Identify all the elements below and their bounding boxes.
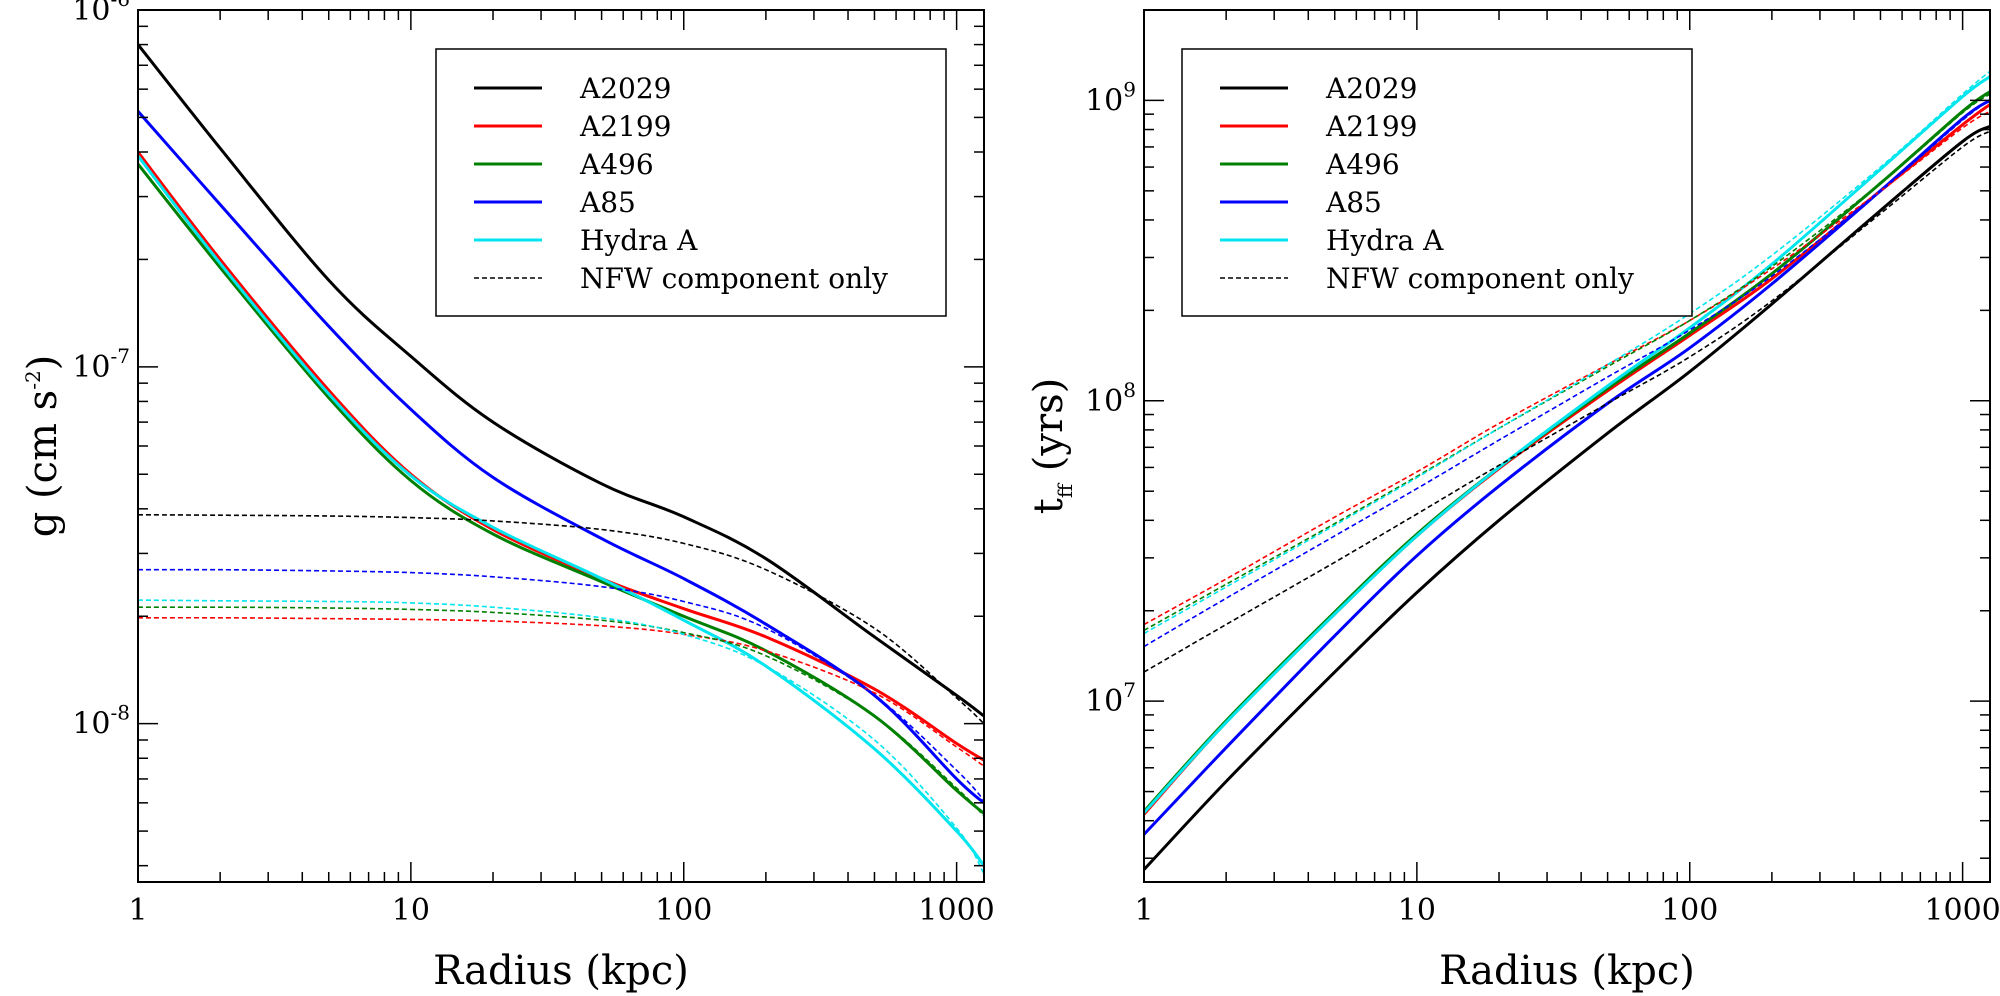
plot-frame <box>1143 9 1991 883</box>
legend-label: A2199 <box>1325 110 1417 143</box>
y-tick-label: 107 <box>1085 678 1136 719</box>
legend-label: Hydra A <box>580 224 698 257</box>
x-tick-label: 1000 <box>1924 893 2000 928</box>
series-line-hydra-a-nfw <box>138 599 984 875</box>
series-line-a2029-nfw <box>1144 130 1990 673</box>
legend: A2029 A2199 A496 A85 Hydra A NFW component on… <box>435 48 947 317</box>
freefall-time-chart: 1 10 100 1000 107 108 109 Radius (kpc) tff (yr… <box>1026 9 2000 994</box>
legend-box <box>1181 48 1693 317</box>
legend-label: Hydra A <box>1326 224 1444 257</box>
y-tick-label: 109 <box>1085 77 1136 118</box>
legend-item-a2199: A2199 <box>1220 110 1417 143</box>
legend-item-hydra-a: Hydra A <box>474 224 698 257</box>
x-tick-label: 10 <box>1398 893 1436 928</box>
legend-item-a85: A85 <box>1220 186 1382 219</box>
legend-item-a2199: A2199 <box>474 110 671 143</box>
x-tick-label: 10 <box>392 893 430 928</box>
x-tick-label: 1 <box>1134 893 1153 928</box>
x-tick-label: 1 <box>128 893 147 928</box>
legend-item-nfw-component-only: NFW component only <box>474 262 888 295</box>
y-tick-label: 108 <box>1085 378 1136 419</box>
series-line-a2029-nfw <box>138 514 984 725</box>
legend-item-a2029: A2029 <box>474 72 671 105</box>
legend-label: A85 <box>579 186 636 219</box>
series-line-a496-nfw <box>1144 93 1990 632</box>
legend-box <box>435 48 947 317</box>
legend-item-hydra-a: Hydra A <box>1220 224 1444 257</box>
legend-item-a496: A496 <box>474 148 654 181</box>
legend-item-a2029: A2029 <box>1220 72 1417 105</box>
series-line-a2029 <box>1144 124 1990 871</box>
legend-label: NFW component only <box>1326 262 1634 295</box>
x-tick-label: 100 <box>1661 893 1718 928</box>
legend-label: A85 <box>1325 186 1382 219</box>
legend-item-a85: A85 <box>474 186 636 219</box>
y-tick-label: 10-8 <box>72 701 130 742</box>
series-line-a2199-nfw <box>1144 110 1990 626</box>
y-axis-label: tff (yrs) <box>1026 378 1077 514</box>
series-line-a496-nfw <box>138 606 984 817</box>
legend-label: A496 <box>1325 148 1400 181</box>
legend: A2029 A2199 A496 A85 Hydra A NFW component on… <box>1181 48 1693 317</box>
legend-label: A2029 <box>1325 72 1417 105</box>
series-line-hydra-a <box>138 154 984 867</box>
legend-label: NFW component only <box>580 262 888 295</box>
x-tick-label: 100 <box>655 893 712 928</box>
legend-item-a496: A496 <box>1220 148 1400 181</box>
y-tick-label: 10-6 <box>72 0 130 28</box>
series-line-hydra-a-nfw <box>1144 70 1990 635</box>
x-axis-label: Radius (kpc) <box>1439 948 1695 994</box>
y-axis-label: g (cm s-2) <box>20 355 66 538</box>
plot-frame <box>137 9 985 883</box>
x-axis-label: Radius (kpc) <box>433 948 689 994</box>
x-tick-label: 1000 <box>918 893 994 928</box>
series-line-a85 <box>138 110 984 804</box>
legend-label: A2029 <box>579 72 671 105</box>
series-line-a2199-nfw <box>138 616 984 767</box>
y-tick-label: 10-7 <box>72 344 130 385</box>
series-line-a85-nfw <box>1144 99 1990 648</box>
acceleration-chart: 1 10 100 1000 10-8 10-7 10-6 Radius (kpc) g (c… <box>20 0 995 994</box>
series-line-hydra-a <box>1144 75 1990 814</box>
series-line-a85-nfw <box>138 568 984 801</box>
series-line-a2029 <box>138 43 984 718</box>
legend-item-nfw-component-only: NFW component only <box>1220 262 1634 295</box>
legend-label: A496 <box>579 148 654 181</box>
legend-label: A2199 <box>579 110 671 143</box>
